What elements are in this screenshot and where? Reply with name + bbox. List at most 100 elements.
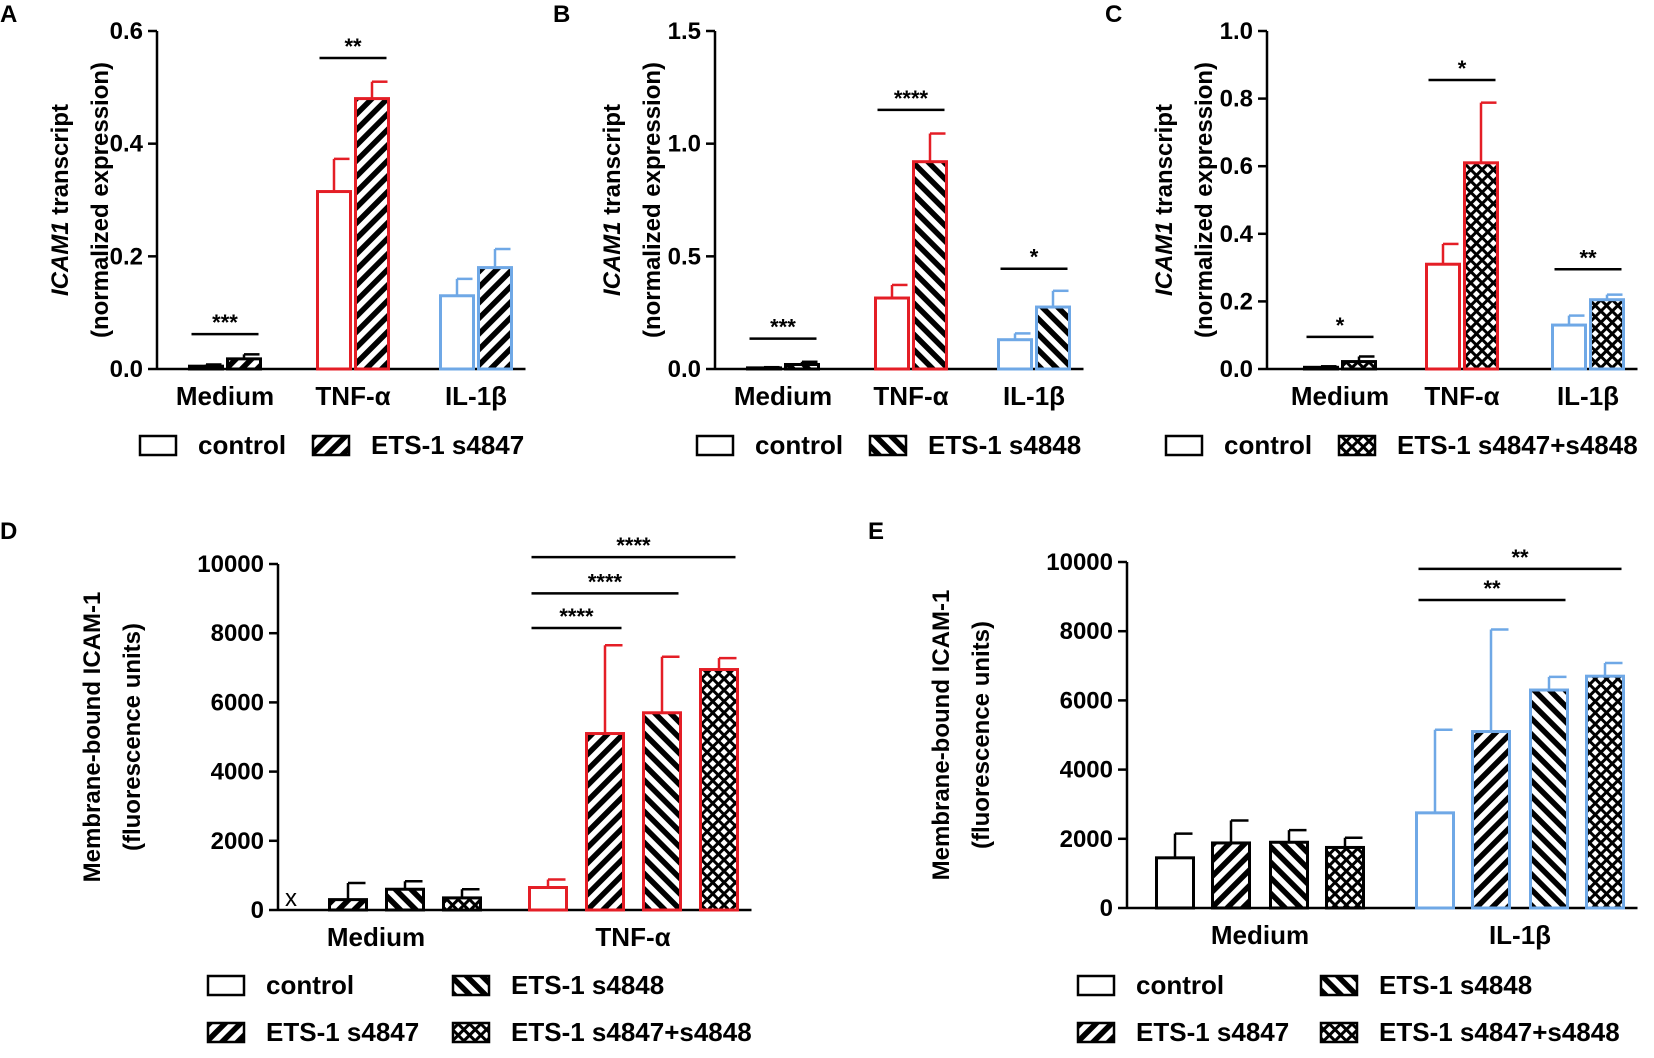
y-tick-label: 0.0 [110, 356, 143, 383]
legend-label: control [198, 430, 286, 460]
bar [439, 294, 475, 371]
bar [442, 896, 482, 912]
y-tick-label: 8000 [211, 620, 264, 647]
y-tick-label: 0.6 [110, 18, 143, 45]
legend-item: control [695, 430, 843, 460]
bar [528, 886, 568, 912]
legend-item: ETS-1 s4847+s4848 [1337, 430, 1638, 460]
y-axis-label-gene: ICAM1 [599, 221, 626, 296]
significance-label: ** [1483, 576, 1501, 601]
y-axis-label-rest: transcript [1151, 104, 1178, 221]
panel-a: A 0.0 0.2 0.4 0.6 ICAM1 transcript (normalized… [0, 1, 526, 460]
bar [1325, 845, 1365, 910]
significance-label: ** [1511, 545, 1529, 570]
legend-swatch [1076, 974, 1116, 997]
y-axis-label-gene: ICAM1 [47, 221, 74, 296]
panel-d: D 0 2000 4000 6000 8000 10000 Membrane-bound IC… [0, 518, 752, 1047]
legend-swatch [138, 434, 178, 457]
legend-label: ETS-1 s4848 [928, 430, 1081, 460]
legend-item: control [1164, 430, 1312, 460]
x-category-label: Medium [1211, 920, 1309, 950]
panel-b: B 0.0 0.5 1.0 1.5 ICAM1 transcript (normalized… [553, 1, 1084, 460]
legend-label: control [755, 430, 843, 460]
bar [585, 732, 625, 912]
y-tick-label: 0.8 [1220, 86, 1253, 113]
bar [1269, 840, 1309, 910]
x-category-label: TNF-α [1424, 381, 1499, 411]
x-category-label: Medium [1291, 381, 1389, 411]
panel-label: C [1105, 1, 1122, 28]
bar [1425, 262, 1461, 371]
legend-label: control [1136, 970, 1224, 1000]
significance-label: **** [894, 86, 929, 111]
bar [784, 362, 820, 371]
legend-label: ETS-1 s4848 [1379, 970, 1532, 1000]
bar [385, 887, 425, 912]
significance-label: *** [212, 310, 238, 335]
x-category-label: TNF-α [315, 381, 390, 411]
significance-label: **** [559, 604, 594, 629]
legend-item: ETS-1 s4848 [868, 430, 1081, 460]
bar [1415, 811, 1455, 910]
x-category-label: Medium [327, 922, 425, 952]
bar [1471, 730, 1511, 910]
legend-label: ETS-1 s4848 [511, 970, 664, 1000]
y-tick-label: 0.0 [668, 356, 701, 383]
legend-label: ETS-1 s4847 [371, 430, 524, 460]
bar [1551, 323, 1587, 371]
bar [1589, 298, 1625, 371]
y-axis-label-rest: transcript [599, 104, 626, 221]
panel-e: E 0 2000 4000 6000 8000 10000 Membrane-bound IC… [868, 518, 1638, 1047]
legend-swatch [206, 974, 246, 997]
bar [1155, 856, 1195, 910]
y-tick-label: 0.0 [1220, 356, 1253, 383]
y-axis-label-2: (normalized expression) [639, 62, 666, 338]
legend-label: ETS-1 s4847+s4848 [511, 1017, 752, 1047]
x-category-label: IL-1β [1557, 381, 1619, 411]
legend-item: ETS-1 s4847+s4848 [1319, 1017, 1620, 1047]
legend-item: ETS-1 s4847 [206, 1017, 419, 1047]
legend-swatch [1319, 1021, 1359, 1044]
legend-item: control [206, 970, 354, 1000]
legend-swatch [1337, 434, 1377, 457]
y-tick-label: 8000 [1060, 618, 1113, 645]
significance-label: **** [616, 533, 651, 558]
y-tick-label: 0 [1100, 895, 1113, 922]
y-tick-label: 6000 [211, 689, 264, 716]
y-tick-label: 0.4 [110, 131, 144, 158]
legend-swatch [695, 434, 735, 457]
bar [912, 160, 948, 371]
significance-label: *** [770, 315, 796, 340]
legend-label: ETS-1 s4847+s4848 [1379, 1017, 1620, 1047]
y-tick-label: 10000 [1046, 549, 1113, 576]
y-axis-label-rest: transcript [47, 104, 74, 221]
y-tick-label: 1.5 [668, 18, 701, 45]
panel-label: D [0, 518, 17, 545]
y-tick-label: 0.4 [1220, 221, 1254, 248]
significance-label: ** [344, 34, 362, 59]
bar [1529, 688, 1569, 910]
bar [746, 366, 782, 371]
legend-item: ETS-1 s4847+s4848 [451, 1017, 752, 1047]
x-category-label: IL-1β [445, 381, 507, 411]
legend-swatch [1164, 434, 1204, 457]
bar [997, 338, 1033, 371]
bar [477, 266, 513, 371]
missing-marker: x [285, 885, 297, 912]
y-axis-label-2: (normalized expression) [1191, 62, 1218, 338]
bar [699, 668, 739, 912]
legend-label: control [266, 970, 354, 1000]
legend-swatch [868, 434, 908, 457]
y-axis-label-2: (fluorescence units) [119, 623, 146, 851]
y-tick-label: 1.0 [668, 131, 701, 158]
legend-swatch [1076, 1021, 1116, 1044]
significance-label: * [1336, 313, 1345, 338]
significance-label: * [1458, 56, 1467, 81]
x-category-label: IL-1β [1003, 381, 1065, 411]
legend-item: ETS-1 s4848 [1319, 970, 1532, 1000]
significance-label: * [1030, 245, 1039, 270]
y-tick-label: 10000 [197, 551, 264, 578]
y-axis-label: Membrane-bound ICAM-1 [79, 592, 106, 883]
legend-item: ETS-1 s4848 [451, 970, 664, 1000]
